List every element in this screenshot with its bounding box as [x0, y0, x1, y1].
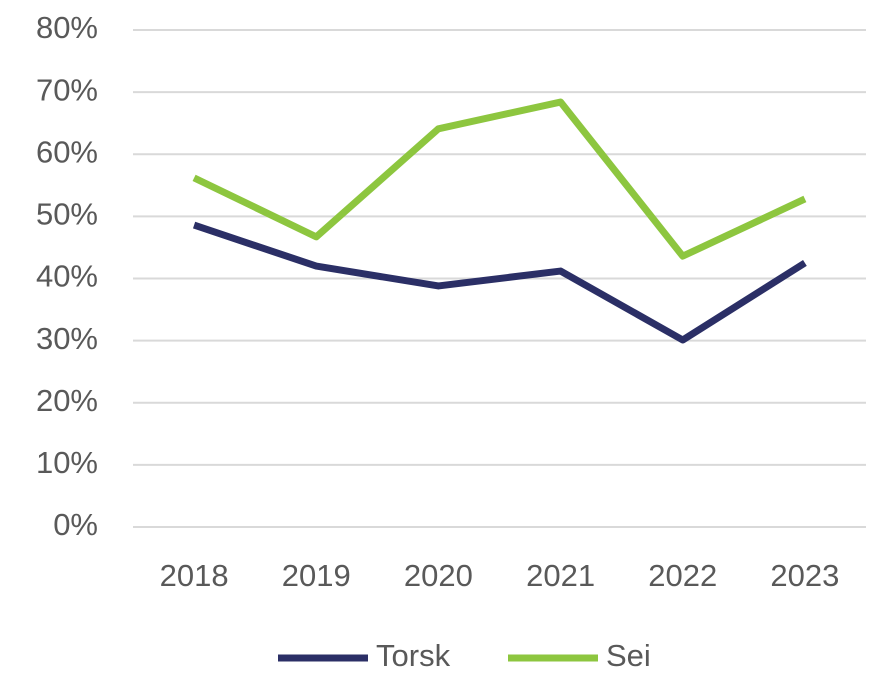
x-tick-label: 2022 — [648, 558, 717, 593]
line-series — [192, 221, 807, 344]
legend-label: Sei — [606, 638, 651, 673]
y-tick-label: 10% — [36, 445, 98, 480]
x-tick-label: 2021 — [526, 558, 595, 593]
y-tick-label: 70% — [36, 72, 98, 107]
y-tick-label: 40% — [36, 259, 98, 294]
legend-label: Torsk — [376, 638, 451, 673]
y-tick-label: 50% — [36, 197, 98, 232]
line-series — [192, 98, 807, 260]
y-tick-label: 30% — [36, 321, 98, 356]
x-tick-label: 2023 — [770, 558, 839, 593]
y-tick-label: 80% — [36, 10, 98, 45]
x-tick-label: 2019 — [282, 558, 351, 593]
y-tick-label: 20% — [36, 383, 98, 418]
y-tick-label: 60% — [36, 134, 98, 169]
x-tick-label: 2020 — [404, 558, 473, 593]
y-tick-label: 0% — [53, 507, 98, 542]
x-tick-label: 2018 — [160, 558, 229, 593]
